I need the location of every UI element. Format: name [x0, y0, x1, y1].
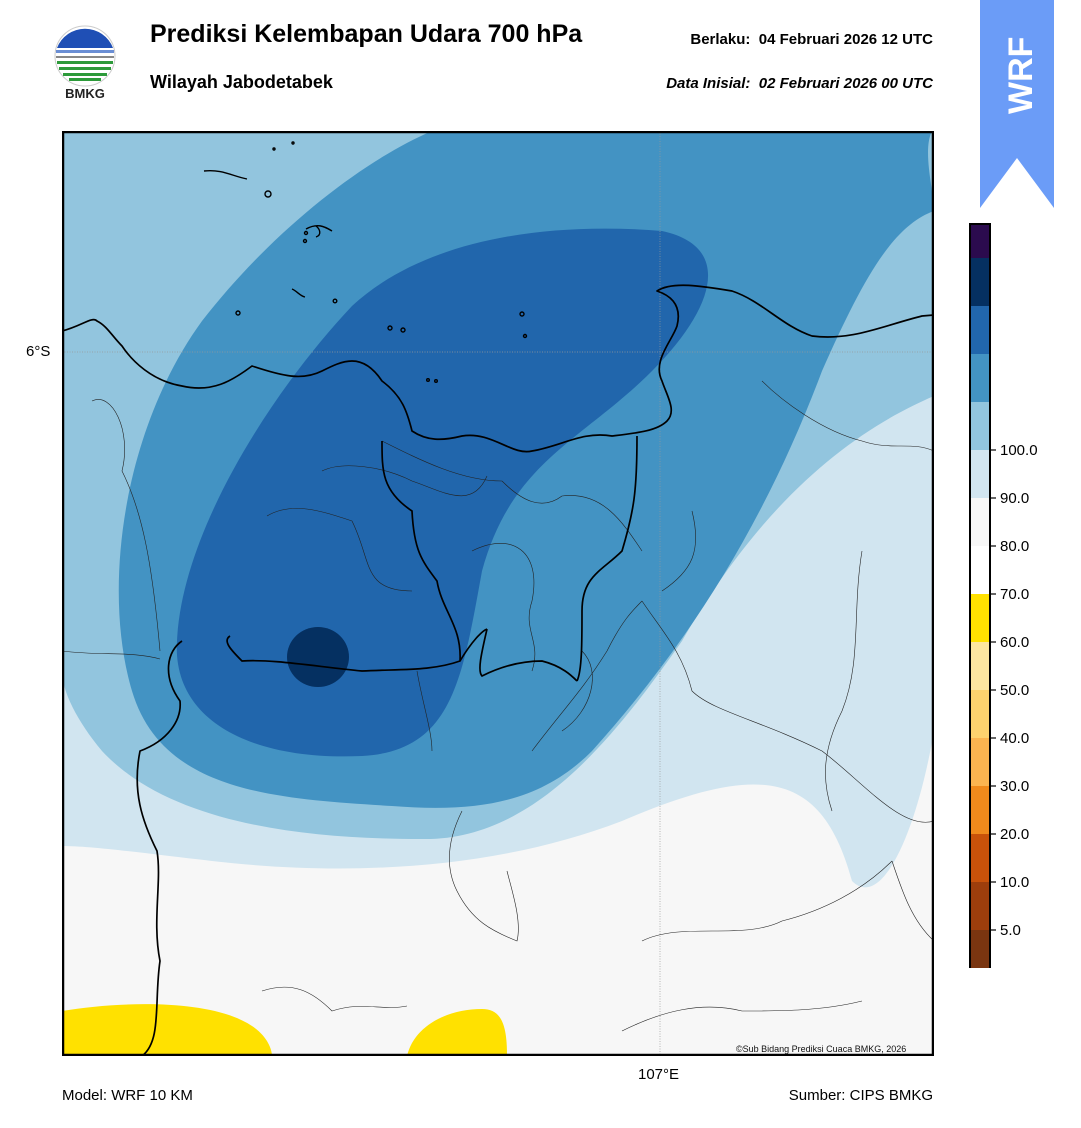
colorbar-segment	[970, 498, 990, 546]
colorbar-segment	[970, 690, 990, 738]
latitude-label: 6°S	[26, 343, 51, 360]
region-subtitle: Wilayah Jabodetabek	[150, 72, 333, 92]
colorbar-segment	[970, 594, 990, 642]
humidity-map	[62, 131, 934, 1056]
humidity-core-100	[287, 627, 349, 687]
colorbar-tick-label: 100.0	[1000, 442, 1038, 459]
wrf-badge: WRF	[980, 0, 1054, 208]
bmkg-logo-icon	[54, 25, 116, 87]
colorbar-segment	[970, 354, 990, 402]
init-value: 02 Februari 2026 00 UTC	[758, 75, 933, 92]
valid-time: Berlaku: 04 Februari 2026 12 UTC	[690, 31, 933, 48]
colorbar-segment	[970, 930, 990, 968]
colorbar-segment	[970, 882, 990, 930]
colorbar-segment	[970, 642, 990, 690]
colorbar-tick-label: 50.0	[1000, 682, 1029, 699]
wrf-badge-text: WRF	[1002, 37, 1040, 114]
init-label: Data Inisial:	[666, 75, 751, 92]
colorbar-segment	[970, 834, 990, 882]
model-info: Model: WRF 10 KM	[62, 1087, 193, 1104]
colorbar-tick-label: 5.0	[1000, 922, 1021, 939]
colorbar-tick-label: 80.0	[1000, 538, 1029, 555]
logo-text: BMKG	[65, 86, 105, 101]
colorbar-tick-label: 60.0	[1000, 634, 1029, 651]
colorbar-tick-label: 40.0	[1000, 730, 1029, 747]
longitude-label: 107°E	[638, 1066, 680, 1083]
map-credit: ©Sub Bidang Prediksi Cuaca BMKG, 2026	[736, 1044, 907, 1054]
colorbar-segment	[970, 402, 990, 450]
colorbar-segment	[970, 224, 990, 258]
coastline-north	[62, 284, 934, 453]
valid-label: Berlaku:	[690, 31, 751, 48]
colorbar: 0.00.51.02.05.010.020.030.040.050.060.07…	[969, 223, 1038, 968]
province-border-west	[136, 640, 183, 1056]
valid-value: 04 Februari 2026 12 UTC	[758, 31, 933, 48]
colorbar-segment	[970, 786, 990, 834]
source-info: Sumber: CIPS BMKG	[788, 1087, 933, 1104]
dry-patch-west	[62, 1004, 272, 1056]
province-border-east	[576, 435, 638, 682]
colorbar-tick-label: 20.0	[1000, 826, 1029, 843]
colorbar-segment	[970, 450, 990, 498]
colorbar-tick-label: 30.0	[1000, 778, 1029, 795]
map-title: Prediksi Kelembapan Udara 700 hPa	[150, 20, 583, 48]
colorbar-segment	[970, 738, 990, 786]
colorbar-tick-label: 70.0	[1000, 586, 1029, 603]
colorbar-segment	[970, 546, 990, 594]
dry-patch-central	[407, 1009, 507, 1056]
colorbar-segment	[970, 306, 990, 354]
colorbar-tick-label: 10.0	[1000, 874, 1029, 891]
colorbar-segment	[970, 258, 990, 306]
init-time: Data Inisial: 02 Februari 2026 00 UTC	[666, 75, 933, 92]
colorbar-tick-label: 90.0	[1000, 490, 1029, 507]
